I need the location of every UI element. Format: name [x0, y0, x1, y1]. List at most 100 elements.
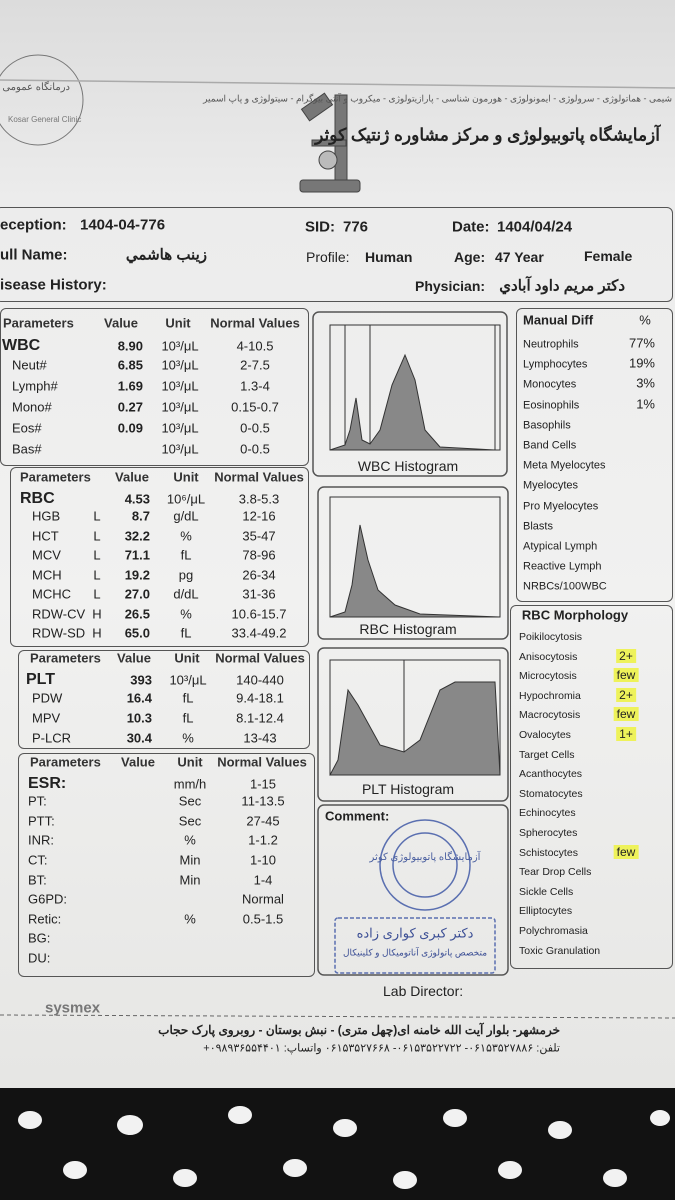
param-name: Eos#: [12, 420, 42, 436]
diff-name: Blasts: [523, 520, 553, 533]
patient-age-label: Age:: [454, 249, 486, 265]
diff-value: 77%: [628, 335, 655, 351]
manual-diff-title: Manual Diff: [523, 312, 594, 328]
morphology-name: Stomatocytes: [519, 787, 583, 800]
normal-range: 2-7.5: [240, 357, 270, 373]
unit: 10³/μL: [161, 399, 199, 415]
param-name: RDW-CV: [32, 606, 86, 621]
morphology-name: Macrocytosis: [519, 709, 581, 722]
param-name: MCHC: [32, 586, 71, 602]
patient-physician-label: Physician:: [415, 278, 486, 294]
unit: fL: [180, 625, 192, 641]
morphology-name: Elliptocytes: [519, 905, 573, 918]
phone: تلفن: ۰۶۱۵۳۵۲۷۸۸۶- ۰۶۱۵۳۵۲۲۷۲۲- ۰۶۱۵۳۵۲۷…: [203, 1042, 560, 1055]
table-header: Parameters: [30, 754, 101, 770]
table-header: Value: [121, 754, 155, 770]
diff-name: Eosinophils: [523, 399, 580, 412]
param-name: RBC: [20, 489, 55, 507]
plt-histogram-box: [317, 647, 509, 802]
morphology-name: Anisocytosis: [519, 650, 578, 663]
value: 19.2: [124, 567, 150, 582]
normal-range: 8.1-12.4: [236, 710, 284, 726]
diff-name: Lymphocytes: [523, 358, 588, 371]
value: 71.1: [124, 547, 150, 563]
normal-range: 33.4-49.2: [231, 625, 287, 641]
value: 27.0: [124, 586, 150, 602]
normal-range: 13-43: [243, 730, 277, 746]
unit: %: [184, 911, 196, 927]
patient-profile: Human: [365, 249, 413, 265]
table-header: Unit: [165, 315, 191, 331]
morphology-name: Toxic Granulation: [519, 944, 601, 957]
unit: mm/h: [173, 776, 207, 792]
param-name: BG:: [28, 930, 51, 946]
param-name: Neut#: [12, 357, 47, 373]
unit: Min: [179, 852, 201, 868]
unit: %: [182, 730, 194, 746]
morphology-name: Echinocytes: [519, 807, 576, 820]
normal-range: 31-36: [242, 586, 276, 602]
flag: L: [93, 567, 101, 582]
lab-name: آزمایشگاه پاتوبیولوژی و مرکز مشاوره ژنتی…: [315, 125, 660, 145]
diff-name: Monocytes: [523, 378, 577, 391]
flag: L: [93, 528, 101, 543]
morphology-name: Polychromasia: [519, 924, 588, 937]
value: 16.4: [126, 690, 152, 706]
value: 4.53: [124, 491, 150, 506]
patient-reception-label: eception:: [0, 216, 67, 234]
table-header: Parameters: [30, 650, 101, 666]
morphology-name: Schistocytes: [519, 846, 578, 859]
unit: fL: [182, 710, 194, 726]
value: 1.69: [117, 378, 143, 394]
normal-range: 1.3-4: [240, 378, 270, 394]
flag: L: [93, 586, 101, 602]
address: خرمشهر- بلوار آیت الله خامنه ای(چهل متری…: [158, 1023, 560, 1037]
morphology-title: RBC Morphology: [521, 607, 629, 623]
param-name: MPV: [32, 710, 61, 726]
unit: 10³/μL: [161, 338, 199, 354]
param-name: Bas#: [12, 441, 42, 457]
normal-range: 0-0.5: [240, 420, 270, 436]
table-header: Normal Values: [214, 469, 304, 485]
table-header: Normal Values: [217, 754, 307, 770]
clinic-name: درمانگاه عمومی کوثر: [0, 82, 70, 93]
patient-sid: 776: [343, 218, 369, 236]
param-name: Lymph#: [12, 378, 58, 394]
normal-range: Normal: [242, 891, 284, 907]
unit: 10³/μL: [161, 378, 199, 394]
param-name: P-LCR: [32, 730, 72, 746]
manual-diff-unit: %: [639, 312, 651, 328]
footer-line: [0, 1014, 675, 1019]
logo: [0, 54, 84, 146]
normal-range: 1-1.2: [248, 832, 278, 848]
normal-range: 9.4-18.1: [236, 690, 284, 706]
unit: g/dL: [173, 508, 199, 524]
morphology-grade: few: [613, 668, 639, 683]
header-line: [0, 79, 675, 89]
param-name: Mono#: [12, 399, 52, 415]
normal-range: 35-47: [242, 528, 276, 543]
services: شیمی - هماتولوژی - سرولوژی - ایمونولوژی …: [203, 93, 672, 104]
signature: دکتر کبری کواری زاده: [356, 925, 474, 941]
table-header: Normal Values: [215, 650, 305, 666]
normal-range: 78-96: [242, 547, 276, 563]
patient-profile-label: Profile:: [306, 249, 350, 265]
flag: H: [92, 625, 102, 641]
morphology-name: Target Cells: [519, 748, 575, 761]
value: 8.7: [131, 508, 150, 524]
unit: fL: [180, 547, 192, 563]
morphology-name: Ovalocytes: [519, 728, 571, 741]
table-header: Value: [115, 469, 149, 485]
patient-name: زينب هاشمي: [125, 246, 207, 264]
flag: L: [93, 508, 101, 524]
unit: d/dL: [173, 586, 199, 602]
morphology-name: Microcytosis: [519, 669, 577, 682]
patient-date-label: Date:: [452, 218, 490, 236]
patient-history-label: isease History:: [0, 276, 107, 294]
param-name: PDW: [32, 690, 63, 706]
normal-range: 26-34: [242, 567, 276, 582]
patient-sex: Female: [584, 248, 633, 264]
rbc-histogram-box: [317, 486, 509, 640]
plt-box: [18, 650, 310, 749]
